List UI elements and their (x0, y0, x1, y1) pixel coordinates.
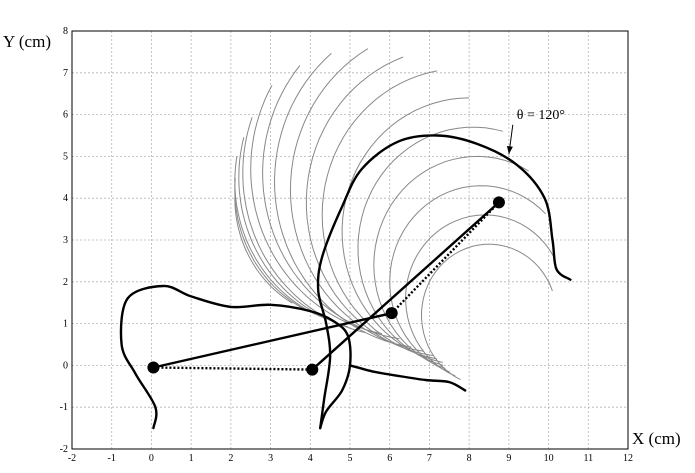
x-tick-label: 2 (228, 453, 233, 464)
family-arc (389, 185, 546, 373)
x-tick-label: 5 (348, 453, 353, 464)
joint-point (385, 307, 398, 320)
joint-point (492, 196, 505, 209)
family-arc (289, 48, 424, 352)
x-tick-label: 3 (268, 453, 273, 464)
y-tick-labels: -2 -1 0 1 2 3 4 5 6 7 8 (60, 26, 68, 455)
y-tick-label: -1 (60, 402, 68, 413)
dotted-link (390, 201, 500, 314)
grid (71, 30, 629, 450)
x-tick-label: 1 (189, 453, 194, 464)
x-axis-label: X (cm) (632, 429, 681, 448)
x-tick-label: -2 (68, 453, 76, 464)
y-tick-label: 8 (63, 26, 68, 37)
family-arc (341, 97, 470, 363)
family-arc (242, 117, 366, 334)
family-arc (262, 65, 400, 340)
boundary-curve (316, 134, 572, 430)
x-tick-label: 0 (149, 453, 154, 464)
family-arc (234, 178, 309, 312)
y-tick-label: 2 (63, 277, 68, 288)
family-arc (234, 198, 293, 304)
family-arc (305, 56, 433, 356)
y-tick-label: -2 (60, 444, 68, 455)
y-tick-label: 3 (63, 235, 68, 246)
y-tick-label: 5 (63, 151, 68, 162)
x-tick-label: 9 (506, 453, 511, 464)
boundary-curve (119, 284, 352, 430)
mechanism (147, 196, 505, 376)
joint-point (147, 361, 160, 374)
y-axis-label: Y (cm) (3, 32, 51, 51)
family-arc (357, 126, 504, 366)
family-arc (420, 243, 553, 381)
solid-link (311, 201, 500, 371)
family-arc (250, 85, 383, 335)
x-tick-labels: -2 -1 0 1 2 3 4 5 6 7 8 9 10 11 12 (68, 453, 633, 464)
family-arc (234, 156, 327, 320)
y-tick-label: 4 (63, 193, 68, 204)
y-tick-label: 6 (63, 110, 68, 121)
plot-frame (71, 30, 629, 450)
x-tick-label: -1 (108, 453, 116, 464)
annotation-text: θ = 120° (517, 108, 565, 123)
annotation-arrowhead (506, 145, 513, 155)
family-arc (273, 53, 412, 348)
solid-link (153, 311, 392, 369)
family-arc (405, 214, 555, 377)
family-arc (373, 155, 529, 369)
joint-point (306, 363, 319, 376)
family-arc (321, 70, 438, 360)
y-tick-label: 7 (63, 68, 68, 79)
x-tick-label: 11 (583, 453, 593, 464)
family-arcs (234, 48, 555, 381)
y-tick-label: 1 (63, 319, 68, 330)
dotted-link (153, 366, 313, 371)
x-tick-label: 8 (467, 453, 472, 464)
x-tick-label: 7 (427, 453, 432, 464)
x-tick-label: 12 (623, 453, 633, 464)
theta-annotation: θ = 120° (506, 108, 565, 155)
x-tick-label: 10 (544, 453, 554, 464)
x-tick-label: 6 (387, 453, 392, 464)
x-tick-label: 4 (308, 453, 313, 464)
workspace-boundaries (119, 134, 572, 430)
boundary-curve (348, 364, 467, 392)
y-tick-label: 0 (63, 360, 68, 371)
